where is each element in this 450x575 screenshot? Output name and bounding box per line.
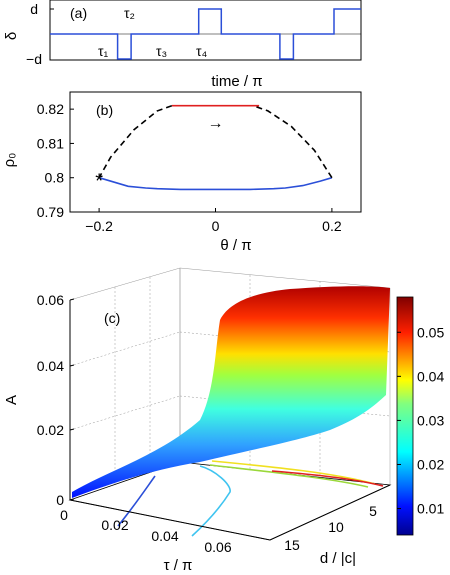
colorbar-tick-label: 0.01	[417, 501, 444, 517]
panel-b-ytick-label: 0.79	[37, 204, 64, 220]
panel-c-xtick-label: 0.04	[151, 528, 178, 544]
colorbar-tick-label: 0.05	[417, 324, 444, 340]
panel-b-y-ticks: 0.79 0.8 0.81 0.82	[37, 101, 74, 220]
panel-b-xlabel: θ / π	[220, 237, 251, 254]
contour-blue	[117, 475, 156, 527]
panel-c-ylabel: d / |c|	[320, 550, 356, 567]
panel-b: (b) 0.790.80.810.82 −0.2 0 0.2 ρ₀ θ / π * …	[1, 91, 362, 254]
panel-a: (a) d −d δ time / π τ₁ τ₂ τ₃ τ₄	[3, 0, 362, 90]
panel-b-label: (b)	[96, 102, 113, 118]
colorbar	[396, 296, 414, 536]
colorbar-tick-label: 0.04	[417, 368, 444, 384]
panel-c-xtick-label: 0	[60, 507, 68, 523]
panel-c-label: (c)	[104, 310, 120, 326]
panel-a-signal-line	[50, 8, 361, 60]
panel-c-surface	[72, 286, 390, 498]
panel-c-contours	[117, 460, 384, 537]
panel-c-ztick-mark	[69, 364, 75, 367]
panel-c-ztick-label: 0.02	[37, 422, 64, 438]
panel-c-xlabel: τ / π	[164, 557, 193, 574]
panel-b-ytick-label: 0.8	[45, 170, 65, 186]
segment-label-tau4: τ₄	[196, 43, 208, 59]
panel-c-y-ticks: 5 10 15	[284, 503, 377, 553]
panel-b-start-marker: *	[95, 171, 103, 193]
panel-b-series-line-3	[98, 104, 173, 179]
segment-label-tau1: τ₁	[98, 43, 109, 59]
panel-b-xtick-label: −0.2	[85, 218, 113, 234]
panel-b-axes-box	[69, 91, 362, 213]
panel-c-ztick-label: 0	[56, 492, 64, 508]
panel-b-series-line-0	[98, 176, 333, 191]
panel-c-front-edges	[69, 300, 391, 541]
panel-c-x-ticks: 0 0.02 0.04 0.06	[60, 507, 232, 555]
panel-c-ztick-mark	[69, 298, 75, 301]
panel-b-direction-arrow: →	[208, 115, 224, 132]
panel-b-x-ticks: −0.2 0 0.2	[85, 208, 342, 234]
panel-b-series-line-1	[253, 104, 333, 179]
panel-c-ytick-label: 15	[284, 537, 300, 553]
panel-c-ztick-mark	[69, 428, 75, 431]
contour-green	[209, 464, 369, 488]
panel-c-ztick-label: 0.06	[37, 292, 64, 308]
panel-a-ytick-d: d	[30, 1, 38, 17]
panel-b-ylabel: ρ₀	[1, 153, 18, 168]
contour-red	[271, 470, 384, 487]
colorbar-ticks: 0.01 0.02 0.03 0.04 0.05	[397, 324, 444, 517]
panel-c-z-ticks: 0 0.02 0.04 0.06	[37, 292, 75, 508]
colorbar-tick-label: 0.03	[417, 412, 444, 428]
panel-b-xtick-label: 0.2	[322, 218, 342, 234]
panel-c-ztick-label: 0.04	[37, 358, 64, 374]
panel-a-xlabel: time / π	[211, 73, 262, 90]
panel-c-xtick-label: 0.02	[101, 517, 128, 533]
panel-b-ytick-label: 0.82	[37, 101, 64, 117]
contour-cyan	[191, 465, 231, 537]
panel-c-xtick-label: 0.06	[204, 539, 231, 555]
panel-b-series	[98, 104, 333, 191]
panel-c-ytick-label: 5	[369, 503, 377, 519]
panel-b-ytick-label: 0.81	[37, 135, 64, 151]
panel-a-ytick-minus-d: −d	[26, 51, 42, 67]
panel-a-ylabel: δ	[3, 32, 20, 40]
panel-a-label: (a)	[70, 5, 87, 21]
panel-b-xtick-label: 0	[212, 218, 220, 234]
panel-c-ztick-mark	[69, 498, 75, 501]
panel-a-axes-box	[49, 0, 362, 61]
panel-c-ytick-label: 10	[328, 519, 344, 535]
contour-yellow	[211, 460, 376, 485]
colorbar-tick-label: 0.02	[417, 456, 444, 472]
segment-label-tau2: τ₂	[124, 5, 135, 21]
segment-label-tau3: τ₃	[156, 43, 167, 59]
panel-c-zlabel: A	[3, 395, 20, 405]
